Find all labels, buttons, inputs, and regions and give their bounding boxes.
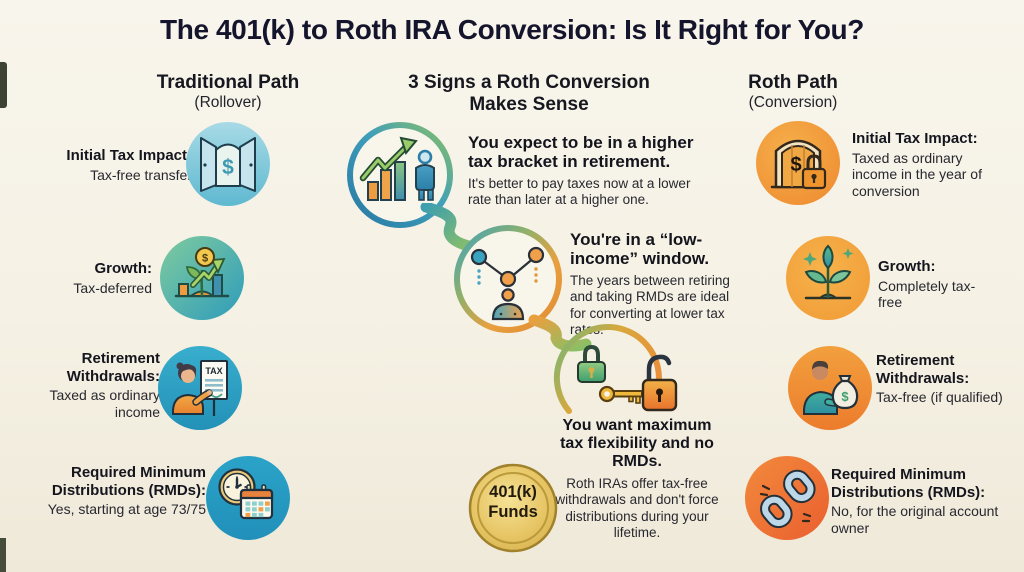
- edge-artifact: [0, 538, 6, 572]
- left-item-growth: Growth: Tax-deferred: [20, 260, 152, 296]
- tax-glyph: TAX: [205, 366, 222, 376]
- item-desc: Tax-free (if qualified): [876, 389, 1003, 406]
- item-label: Required Minimum Distributions (RMDs):: [831, 466, 986, 501]
- locks-and-key-icon: [553, 324, 678, 414]
- left-item-withdrawals: Retirement Withdrawals: Taxed as ordinar…: [18, 350, 160, 421]
- sign-1: You expect to be in a higher tax bracket…: [468, 133, 708, 209]
- item-desc: Taxed as ordinary income in the year of …: [852, 149, 982, 200]
- sign-detail: Roth IRAs offer tax-free withdrawals and…: [555, 475, 719, 541]
- person-moneybag-icon: $: [788, 346, 872, 430]
- right-item-rmds: Required Minimum Distributions (RMDs): N…: [831, 466, 1001, 537]
- right-header-subtitle: (Conversion): [748, 93, 838, 111]
- right-header-title: Roth Path: [748, 72, 838, 93]
- network-person-icon: [454, 225, 562, 333]
- left-item-rmds: Required Minimum Distributions (RMDs): Y…: [28, 464, 206, 518]
- middle-column-header: 3 Signs a Roth Conversion Makes Sense: [389, 72, 669, 116]
- path-connector: [528, 314, 592, 352]
- left-item-initial-tax: Initial Tax Impact: Tax-free transfer: [20, 147, 192, 183]
- dollar-glyph: $: [222, 156, 234, 179]
- clock-calendar-icon: [206, 456, 290, 540]
- item-label: Initial Tax Impact:: [66, 147, 192, 164]
- item-desc: No, for the original account owner: [831, 503, 999, 537]
- item-label: Growth:: [878, 258, 936, 275]
- right-item-withdrawals: Retirement Withdrawals: Tax-free (if qua…: [876, 352, 1016, 406]
- item-desc: Taxed as ordinary income: [49, 387, 160, 421]
- path-connector: [420, 203, 478, 251]
- item-desc: Yes, starting at age 73/75: [47, 501, 206, 518]
- sign-heading: You're in a “low-income” window.: [570, 230, 710, 269]
- item-desc: Completely tax-free: [878, 277, 976, 311]
- coin-label-line1: 401(k): [489, 483, 537, 501]
- middle-header-title: 3 Signs a Roth Conversion Makes Sense: [408, 72, 650, 115]
- plant-coin-growth-icon: $: [160, 236, 244, 320]
- dollar-glyph: $: [202, 253, 208, 265]
- item-label: Required Minimum Distributions (RMDs):: [51, 464, 206, 499]
- left-column-header: Traditional Path (Rollover): [98, 72, 358, 112]
- coin-label-line2: Funds: [488, 502, 538, 521]
- item-desc: Tax-free transfer: [90, 166, 192, 183]
- page-title: The 401(k) to Roth IRA Conversion: Is It…: [160, 14, 864, 45]
- person-tax-document-icon: TAX: [158, 346, 242, 430]
- rising-chart-person-icon: [347, 122, 453, 228]
- sign-2: You're in a “low-income” window. The yea…: [570, 230, 738, 339]
- item-desc: Tax-deferred: [73, 279, 152, 296]
- left-header-subtitle: (Rollover): [194, 93, 262, 111]
- edge-artifact: [0, 62, 7, 108]
- left-header-title: Traditional Path: [156, 72, 300, 93]
- right-item-growth: Growth: Completely tax-free: [878, 258, 988, 311]
- sign-heading: You expect to be in a higher tax bracket…: [468, 133, 694, 172]
- plant-sparkle-icon: [786, 236, 870, 320]
- sign-3: You want maximum tax flexibility and no …: [552, 417, 722, 542]
- sign-detail: The years between retiring and taking RM…: [570, 272, 730, 338]
- broken-chain-icon: [745, 456, 829, 540]
- coin-label: 401(k) Funds: [467, 483, 559, 523]
- sign-detail: It's better to pay taxes now at a lower …: [468, 175, 691, 208]
- sign-heading: You want maximum tax flexibility and no …: [560, 417, 714, 471]
- right-column-header: Roth Path (Conversion): [678, 72, 908, 112]
- door-lock-icon: $: [756, 121, 840, 205]
- item-label: Retirement Withdrawals:: [876, 352, 970, 387]
- item-label: Retirement Withdrawals:: [66, 350, 160, 385]
- open-doors-icon: $: [186, 122, 270, 206]
- item-label: Initial Tax Impact:: [852, 130, 978, 147]
- 401k-funds-coin: [468, 463, 558, 553]
- item-label: Growth:: [94, 260, 153, 277]
- dollar-glyph: $: [841, 389, 849, 404]
- right-item-initial-tax: Initial Tax Impact: Taxed as ordinary in…: [852, 130, 992, 200]
- dollar-glyph: $: [790, 154, 801, 176]
